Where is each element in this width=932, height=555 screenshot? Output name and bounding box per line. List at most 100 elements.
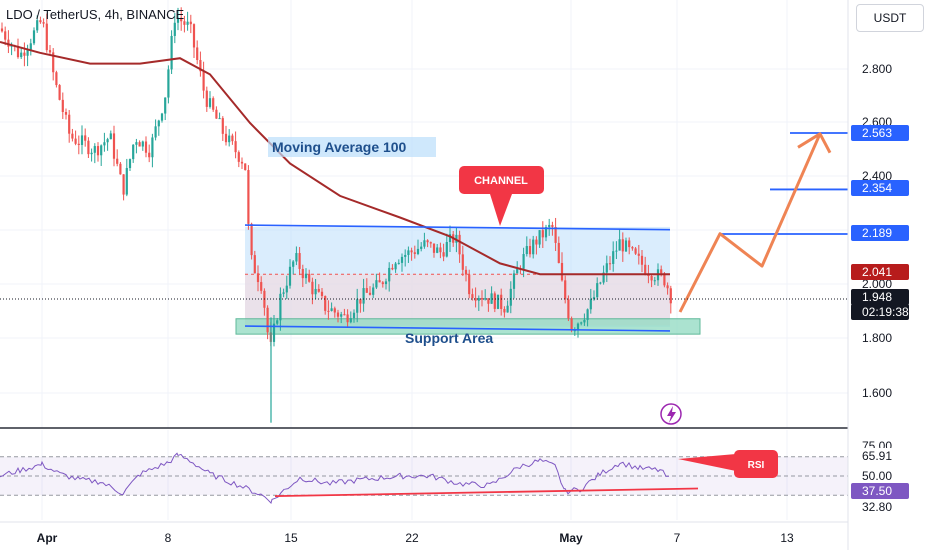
candle-body [391,267,394,270]
candle-body [644,264,647,274]
candle-body [282,292,285,294]
price-badge-label: 02:19:38 [862,305,909,319]
candle-body [266,307,269,333]
candle-body [116,158,119,164]
candle-body [490,293,493,304]
candle-body [650,275,653,281]
candle-body [324,295,327,311]
candle-body [426,240,429,243]
candle-body [16,45,20,58]
candle-body [186,21,189,25]
candles [0,7,672,423]
candle-body [125,168,128,195]
rsi-y-tick-label: 50.00 [862,469,892,483]
grid [0,0,848,520]
projection-arrowhead [797,132,832,154]
candle-body [333,308,336,313]
candle-body [621,239,624,252]
candle-body [330,308,333,311]
candle-body [304,273,308,279]
candle-body [154,126,157,138]
rsi-badge-label: 37.50 [862,484,892,498]
rsi-callout-label: RSI [748,460,765,471]
x-tick-label: May [559,531,583,545]
candle-body [653,280,656,282]
candle-body [308,273,311,282]
candle-body [199,60,202,72]
candle-body [119,163,122,175]
candle-body [103,142,106,146]
candle-body [138,142,141,147]
candle-body [228,135,231,143]
candle-body [570,318,573,331]
ma-label-box [268,137,436,157]
candle-body [260,282,263,291]
x-tick-label: 22 [405,531,419,545]
candle-body [327,310,330,312]
candle-body [36,20,39,31]
candle-body [493,293,496,309]
candle-body [477,298,480,301]
candle-body [484,298,487,300]
candle-body [109,133,112,140]
candle-body [612,251,615,264]
candle-body [144,141,148,153]
y-tick-label: 2.400 [862,169,892,183]
candle-body [106,139,109,143]
x-tick-label: 8 [165,531,172,545]
candle-body [343,314,346,316]
candle-body [544,227,548,238]
support-label: Support Area [405,330,493,346]
y-tick-label: 2.800 [862,62,892,76]
candle-body [512,273,516,289]
candle-body [122,174,125,195]
candle-body [247,170,250,224]
candle-body [170,35,173,70]
candle-body [560,262,564,281]
candle-body [52,52,55,73]
currency-button[interactable]: USDT [856,4,924,32]
rsi-badge-label: 65.91 [862,449,892,463]
candle-body [461,254,464,270]
channel-callout-label: CHANNEL [474,175,528,187]
candle-body [164,97,167,114]
rsi-y-tick-label: 32.80 [862,500,892,514]
candle-body [250,223,253,256]
candle-body [583,319,586,323]
channel-callout-pointer [490,194,512,226]
candle-body [503,308,506,313]
candle-body [397,262,400,264]
channel-top-line [244,224,671,231]
candle-body [224,133,228,143]
candle-body [176,17,180,23]
candle-body [173,22,176,36]
candle-body [4,31,7,40]
candle-body [314,288,317,295]
candle-body [71,133,74,139]
candle-body [378,280,381,283]
candle-body [26,49,29,56]
candle-body [292,261,295,267]
candle-body [538,230,541,245]
candle-body [55,72,58,86]
candle-body [605,263,608,273]
candle-body [100,145,103,156]
candle-body [160,113,164,121]
candle-body [87,140,90,155]
rsi-pane: RSI [0,450,848,504]
candle-body [567,299,570,319]
candle-body [58,85,61,100]
candle-body [180,17,183,22]
candle-body [151,137,154,158]
candle-body [506,305,509,313]
candle-body [400,256,404,263]
overlays [235,226,701,335]
candle-body [221,118,224,134]
candle-body [80,135,84,145]
candle-body [196,47,199,61]
candle-body [311,281,314,295]
price-badge-label: 2.041 [862,265,892,279]
candle-body [42,22,45,24]
